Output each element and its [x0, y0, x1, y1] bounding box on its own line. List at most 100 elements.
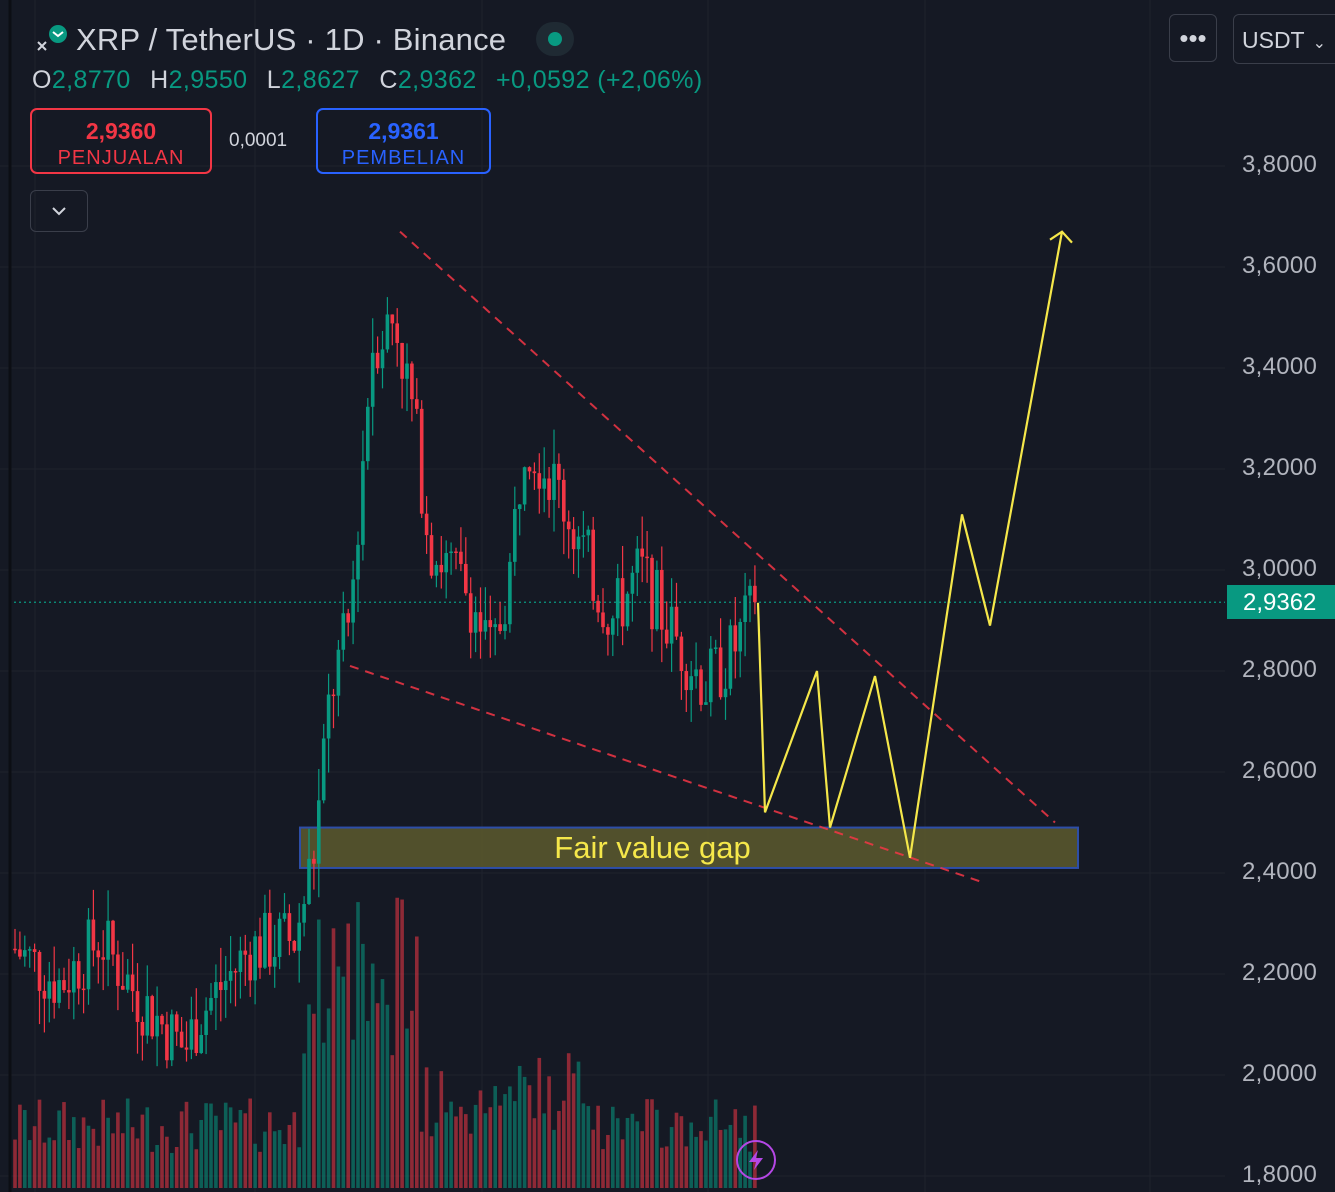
candle-body: [669, 606, 674, 644]
price-axis-tick: 3,6000: [1242, 252, 1318, 279]
volume-bar: [503, 1094, 507, 1188]
buy-price: 2,9361: [368, 118, 439, 144]
sell-button[interactable]: 2,9360 PENJUALAN: [30, 108, 212, 174]
volume-bar: [625, 1117, 630, 1188]
candlesticks: [13, 297, 757, 1069]
candle-body: [753, 585, 757, 603]
volume-bar: [733, 1109, 738, 1188]
candle-body: [140, 1021, 145, 1036]
candle-body: [248, 954, 252, 981]
candle-body: [194, 1019, 199, 1054]
candle-body: [326, 694, 331, 739]
candle-body: [679, 636, 684, 672]
candle-body: [503, 624, 507, 631]
candle-body: [111, 920, 115, 955]
candle-body: [557, 463, 561, 480]
volume-bar: [106, 1117, 110, 1188]
volume-bar: [111, 1133, 115, 1188]
candle-body: [478, 612, 483, 632]
candle-body: [18, 949, 22, 957]
volume-bar: [464, 1114, 468, 1188]
volume-bar: [434, 1122, 439, 1188]
volume-bar: [18, 1104, 22, 1188]
candle-body: [228, 971, 233, 981]
volume-bars: [13, 897, 757, 1188]
candle-body: [591, 529, 595, 601]
projection-path: [756, 230, 1073, 859]
volume-bar: [361, 943, 365, 1188]
currency-select[interactable]: USDT ⌄: [1233, 14, 1335, 64]
candle-body: [341, 613, 346, 650]
upper-trendline: [399, 230, 1056, 824]
candle-body: [346, 613, 350, 623]
symbol-title[interactable]: XRP / TetherUS · 1D · Binance: [76, 22, 507, 57]
candle-body: [689, 676, 693, 691]
candle-body: [292, 940, 297, 951]
more-options-button[interactable]: •••: [1169, 14, 1217, 62]
volume-bar: [223, 1102, 228, 1188]
collapse-button[interactable]: [30, 190, 88, 232]
candle-body: [748, 585, 752, 596]
candle-body: [106, 920, 110, 960]
candle-body: [620, 578, 625, 627]
change-value: +0,0592 (+2,06%): [496, 66, 703, 94]
volume-bar: [586, 1106, 591, 1188]
buy-button[interactable]: 2,9361 PEMBELIAN: [316, 108, 491, 174]
candle-body: [189, 1019, 194, 1050]
volume-bar: [116, 1112, 120, 1188]
projection-zigzag: [756, 231, 1064, 859]
candle-body: [498, 624, 502, 631]
volume-bar: [336, 966, 341, 1188]
volume-bar: [483, 1113, 488, 1188]
volume-bar: [13, 1139, 17, 1188]
candle-body: [571, 529, 576, 550]
candle-body: [694, 669, 698, 677]
volume-bar: [498, 1105, 502, 1188]
chart-grid: [8, 0, 1225, 1192]
candle-body: [366, 406, 370, 462]
volume-bar: [37, 1099, 42, 1188]
candle-body: [214, 982, 218, 998]
candle-body: [243, 950, 248, 955]
volume-bar: [517, 1065, 522, 1188]
candle-body: [174, 1014, 179, 1032]
buy-label: PEMBELIAN: [341, 147, 466, 169]
candle-body: [424, 513, 429, 536]
candle-body: [27, 949, 32, 951]
market-status-indicator[interactable]: [536, 22, 574, 56]
fair-value-gap-zone: [299, 826, 1079, 869]
volume-bar: [713, 1099, 718, 1188]
volume-bar: [155, 1144, 159, 1188]
volume-bar: [72, 1117, 76, 1188]
candle-body: [238, 950, 243, 973]
candle-body: [449, 551, 453, 554]
price-axis-tick: 2,6000: [1242, 757, 1318, 784]
currency-value: USDT: [1242, 27, 1305, 53]
lightning-icon[interactable]: [736, 1140, 776, 1180]
candle-body: [165, 1024, 169, 1061]
candle-body: [674, 606, 679, 637]
candle-body: [733, 625, 738, 652]
volume-bar: [331, 928, 336, 1188]
volume-bar: [689, 1122, 693, 1188]
volume-bar: [542, 1113, 546, 1188]
candle-body: [390, 314, 395, 324]
candle-body: [566, 521, 571, 530]
volume-bar: [179, 1111, 184, 1188]
candle-body: [268, 912, 272, 967]
price-axis-tick: 2,4000: [1242, 858, 1318, 885]
volume-bar: [615, 1118, 620, 1188]
high-label: H: [150, 66, 169, 94]
candle-body: [155, 1015, 159, 1037]
candle-body: [380, 349, 385, 369]
volume-bar: [243, 1113, 248, 1188]
low-label: L: [266, 66, 282, 94]
volume-bar: [552, 1129, 556, 1188]
ohlc-legend: O2,8770 H2,9550 L2,8627 C2,9362 +0,0592 …: [32, 66, 703, 95]
volume-bar: [219, 1130, 223, 1188]
candle-body: [488, 620, 493, 628]
candle-body: [13, 948, 17, 951]
candle-body: [664, 629, 669, 644]
volume-bar: [419, 1131, 424, 1188]
